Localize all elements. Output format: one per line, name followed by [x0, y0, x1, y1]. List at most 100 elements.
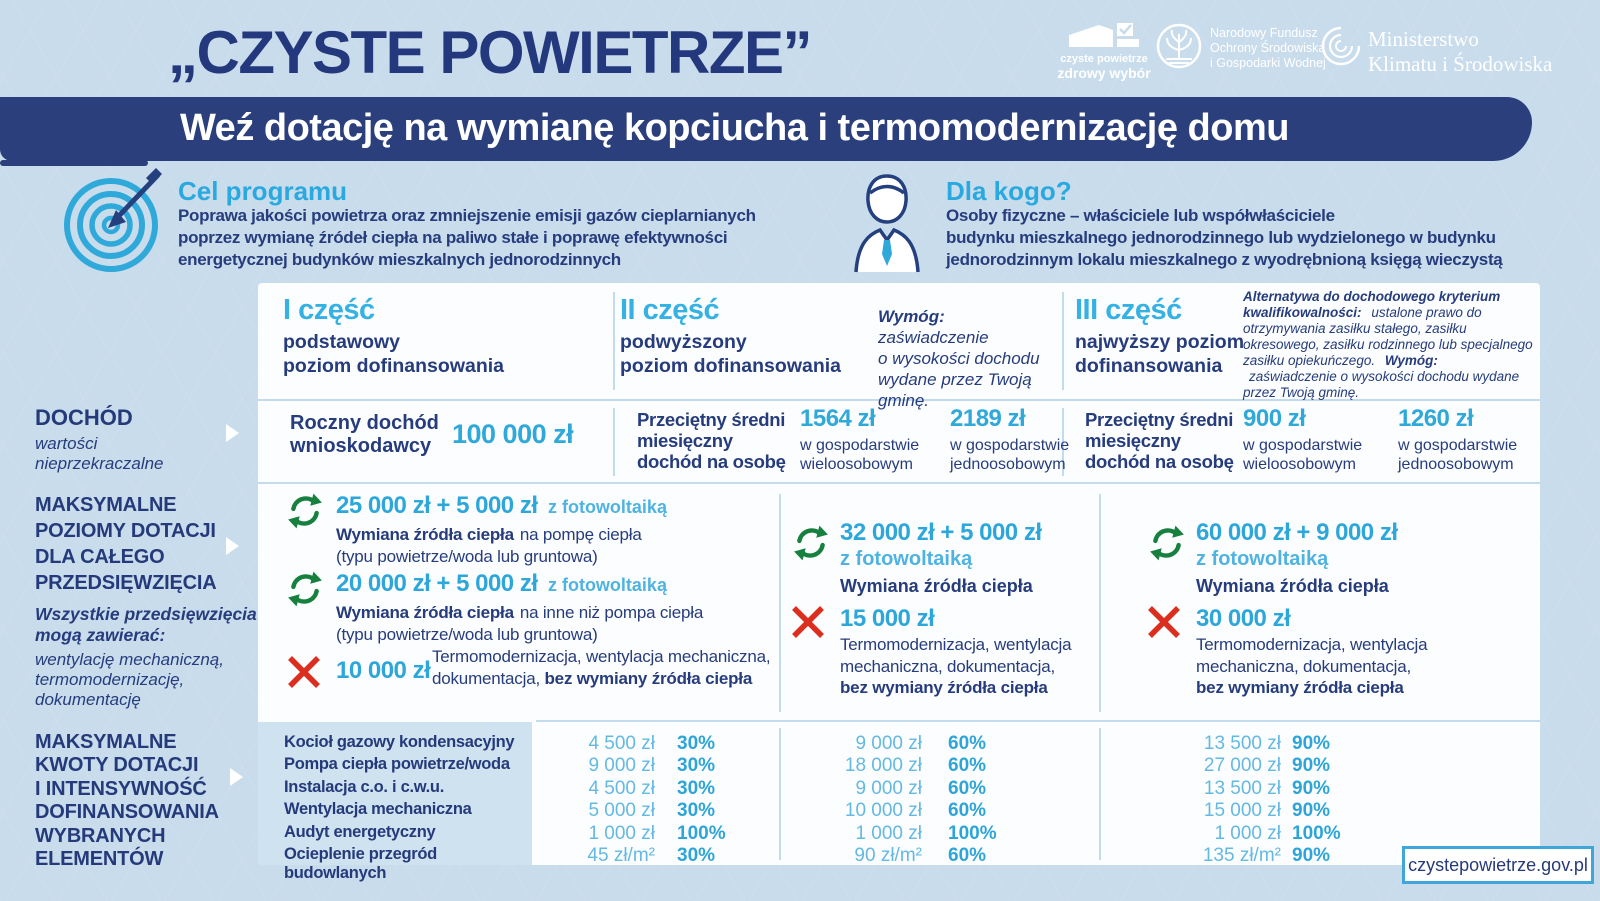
divider-line — [779, 728, 781, 860]
logo-fund-line1: Narodowy Fundusz — [1210, 26, 1318, 40]
element-amount-part1: 5 000 zł — [588, 800, 655, 821]
part3-alternative-note: Alternatywa do dochodowego kryterium kwa… — [1243, 289, 1535, 401]
target-icon — [62, 168, 168, 279]
grant-desc2: (typu powietrze/woda lub gruntowa) — [336, 624, 598, 644]
element-amount-part3: 1 000 zł — [1214, 823, 1281, 844]
grant-desc-bold: Wymiana źródła ciepła — [336, 603, 514, 622]
element-pct-part1: 100% — [677, 823, 726, 844]
grant-p2-o1-amount: 32 000 zł + 5 000 zł — [840, 519, 1042, 546]
banner-subtitle: Weź dotację na wymianę kopciucha i termo… — [180, 107, 1289, 149]
logo-ministry-line1: Ministerstwo — [1368, 27, 1479, 51]
grant-p3-o1-amount: 60 000 zł + 9 000 zł — [1196, 519, 1398, 546]
grant-desc-bold: bez wymiany źródła ciepła — [1196, 678, 1404, 697]
part2-subtitle: podwyższony poziom dofinansowania — [620, 331, 842, 377]
element-amount-part3: 13 500 zł — [1203, 733, 1281, 754]
grant-suffix: z fotowoltaiką — [547, 575, 667, 595]
element-name: Pompa ciepła powietrze/woda — [284, 755, 510, 773]
logo-ministry — [1320, 25, 1362, 72]
element-pct-part3: 90% — [1292, 800, 1331, 821]
element-pct-part2: 100% — [948, 823, 997, 844]
grant-p1-o3-amount: 10 000 zł — [336, 657, 431, 684]
income-part3-multi-desc: w gospodarstwie wieloosobowym — [1243, 437, 1363, 473]
elements-row-label: MAKSYMALNE KWOTY DOTACJI I INTENSYWNOŚĆ … — [35, 731, 219, 871]
separator-line — [258, 399, 1540, 401]
element-amount-part1: 4 500 zł — [588, 778, 655, 799]
element-amount-part3: 135 zł/m² — [1202, 845, 1281, 866]
element-amount-part2: 90 zł/m² — [854, 845, 922, 866]
grant-desc-line1: Termomodernizacja, wentylacja mechaniczn… — [432, 647, 771, 666]
requirement-label: Wymóg: — [878, 307, 945, 326]
element-amount-part2: 1 000 zł — [855, 823, 922, 844]
red-cross-icon — [788, 602, 828, 647]
element-amount-part2: 18 000 zł — [844, 755, 922, 776]
goal-heading: Cel programu — [178, 176, 348, 206]
part3-subtitle: najwyższy poziom dofinansowania — [1075, 331, 1245, 377]
banner-brush-stroke — [0, 97, 1532, 161]
grant-p1-o1-amount-line: 25 000 zł + 5 000 zł z fotowoltaiką — [336, 492, 667, 520]
element-pct-part1: 30% — [677, 845, 716, 866]
element-pct-part3: 90% — [1292, 778, 1331, 799]
grant-p3-o1-suffix: z fotowoltaiką — [1196, 548, 1329, 570]
logo-fund-line2: Ochrony Środowiska — [1210, 41, 1326, 55]
grant-p1-o3-desc: Termomodernizacja, wentylacja mechaniczn… — [432, 646, 771, 689]
divider-line — [1099, 494, 1101, 712]
logo-czyste-powietrze: czyste powietrze zdrowy wybór — [1056, 22, 1152, 81]
element-amount-part1: 4 500 zł — [588, 733, 655, 754]
element-pct-part3: 90% — [1292, 755, 1331, 776]
income-part3-single-amount: 1260 zł — [1398, 405, 1474, 432]
grant-desc: na pompę ciepła — [519, 525, 642, 544]
grant-p2-o1-desc-bold: Wymiana źródła ciepła — [840, 576, 1033, 596]
income-part2-label: Przeciętny średni miesięczny dochód na o… — [637, 409, 786, 472]
grant-desc-bold: bez wymiany źródła ciepła — [840, 678, 1048, 697]
page-title: „CZYSTE POWIETRZE” — [168, 19, 813, 86]
grant-p2-o2-desc: Termomodernizacja, wentylacja mechaniczn… — [840, 634, 1072, 699]
element-pct-part3: 90% — [1292, 733, 1331, 754]
red-cross-icon — [284, 652, 324, 697]
income-part2-multi-amount: 1564 zł — [800, 405, 876, 432]
income-part2-single-amount: 2189 zł — [950, 405, 1026, 432]
tree-circle-icon — [1155, 23, 1203, 74]
income-part2-single-desc: w gospodarstwie jednoosobowym — [950, 437, 1070, 473]
element-pct-part3: 90% — [1292, 845, 1331, 866]
house-check-icon — [1067, 23, 1141, 52]
audience-body: Osoby fizyczne – właściciele lub współwł… — [946, 206, 1503, 269]
divider-line — [1062, 408, 1064, 476]
income-part2-multi-desc: w gospodarstwie wieloosobowym — [800, 437, 920, 473]
red-cross-icon — [1144, 602, 1184, 647]
audience-heading: Dla kogo? — [946, 176, 1072, 206]
income-row-sublabel: wartości nieprzekraczalne — [35, 434, 164, 473]
logo-nfosigw-text: Narodowy Fundusz Ochrony Środowiska i Go… — [1210, 26, 1326, 71]
separator-line — [258, 482, 1540, 484]
element-amount-part2: 9 000 zł — [855, 733, 922, 754]
element-amount-part1: 9 000 zł — [588, 755, 655, 776]
element-amount-part2: 10 000 zł — [844, 800, 922, 821]
part2-requirement-note: Wymóg: zaświadczenie o wysokości dochodu… — [878, 306, 1058, 411]
element-name: Kocioł gazowy kondensacyjny — [284, 733, 515, 751]
alternative-label: Alternatywa do dochodowego kryterium kwa… — [1243, 289, 1501, 320]
grant-p1-o1-desc: Wymiana źródła ciepła na pompę ciepła (ty… — [336, 524, 642, 567]
element-pct-part1: 30% — [677, 800, 716, 821]
grant-desc: Termomodernizacja, wentylacja mechaniczn… — [1196, 635, 1428, 676]
grant-desc2: (typu powietrze/woda lub gruntowa) — [336, 546, 598, 566]
grant-desc-line2: dokumentacja, — [432, 668, 540, 688]
grant-amount: 25 000 zł + 5 000 zł — [336, 492, 538, 519]
alternative-text: ustalone prawo do otrzymywania zasiłku s… — [1243, 305, 1533, 368]
element-amount-part1: 45 zł/m² — [587, 845, 655, 866]
element-pct-part2: 60% — [948, 778, 987, 799]
separator-line — [536, 720, 1540, 722]
grant-desc-bold: bez wymiany źródła ciepła — [544, 668, 753, 688]
grant-p1-o2-amount-line: 20 000 zł + 5 000 zł z fotowoltaiką — [336, 570, 667, 598]
recycle-icon — [286, 570, 324, 613]
element-pct-part2: 60% — [948, 845, 987, 866]
element-amount-part3: 27 000 zł — [1203, 755, 1281, 776]
requirement-text: zaświadczenie o wysokości dochodu wydane… — [1243, 369, 1520, 400]
grant-amount: 20 000 zł + 5 000 zł — [336, 570, 538, 597]
grant-p1-o2-desc: Wymiana źródła ciepła na inne niż pompa c… — [336, 602, 703, 645]
element-pct-part1: 30% — [677, 733, 716, 754]
divider-line — [779, 494, 781, 712]
logo-nfosigw — [1155, 22, 1203, 75]
goal-body: Poprawa jakości powietrza oraz zmniejsze… — [178, 206, 756, 269]
website-link[interactable]: czystepowietrze.gov.pl — [1402, 846, 1594, 884]
grants-row-label: MAKSYMALNE POZIOMY DOTACJI DLA CAŁEGO PR… — [35, 494, 217, 594]
